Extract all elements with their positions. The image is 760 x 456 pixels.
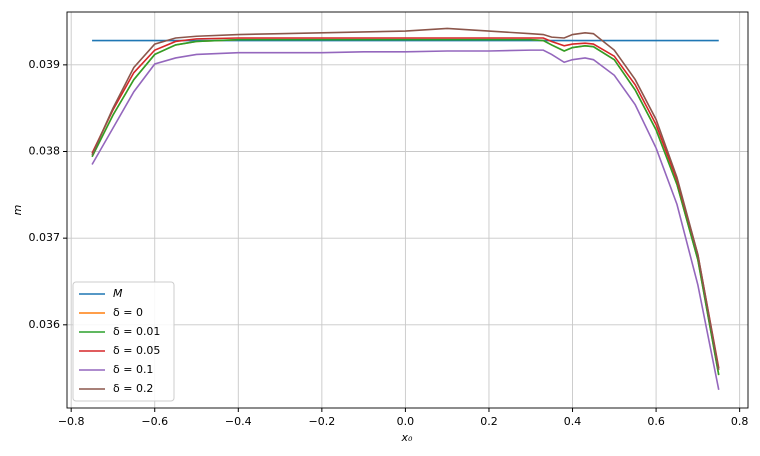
- plot-frame: [66, 11, 749, 409]
- x-tick-label: 0.4: [564, 415, 582, 428]
- legend-label: δ = 0.05: [113, 344, 160, 357]
- legend-label: δ = 0.2: [113, 382, 153, 395]
- x-tick-label: 0.8: [731, 415, 749, 428]
- y-tick-label: 0.036: [29, 318, 61, 331]
- legend-label: M: [113, 287, 123, 300]
- series-line: [91, 37, 720, 369]
- x-tick-label: −0.2: [308, 415, 335, 428]
- x-tick-label: 0.6: [647, 415, 665, 428]
- y-tick-label: 0.038: [29, 145, 61, 158]
- x-axis-label: x₀: [401, 431, 414, 444]
- y-tick-label: 0.037: [29, 231, 61, 244]
- y-axis-label: m: [11, 205, 24, 216]
- x-tick-label: −0.8: [58, 415, 85, 428]
- x-tick-label: 0.2: [480, 415, 498, 428]
- x-tick-label: −0.6: [141, 415, 168, 428]
- legend-label: δ = 0: [113, 306, 143, 319]
- legend: Mδ = 0 δ = 0.01 δ = 0.05 δ = 0.1 δ = 0.2: [72, 281, 175, 402]
- x-tick-label: −0.4: [225, 415, 252, 428]
- y-tick-label: 0.039: [29, 58, 61, 71]
- series-line: [91, 27, 720, 371]
- legend-label: δ = 0.01: [113, 325, 160, 338]
- series-line: [91, 49, 720, 390]
- series-line: [91, 38, 720, 376]
- legend-label: δ = 0.1: [113, 363, 153, 376]
- legend-box: [72, 281, 175, 402]
- x-tick-label: 0.0: [397, 415, 415, 428]
